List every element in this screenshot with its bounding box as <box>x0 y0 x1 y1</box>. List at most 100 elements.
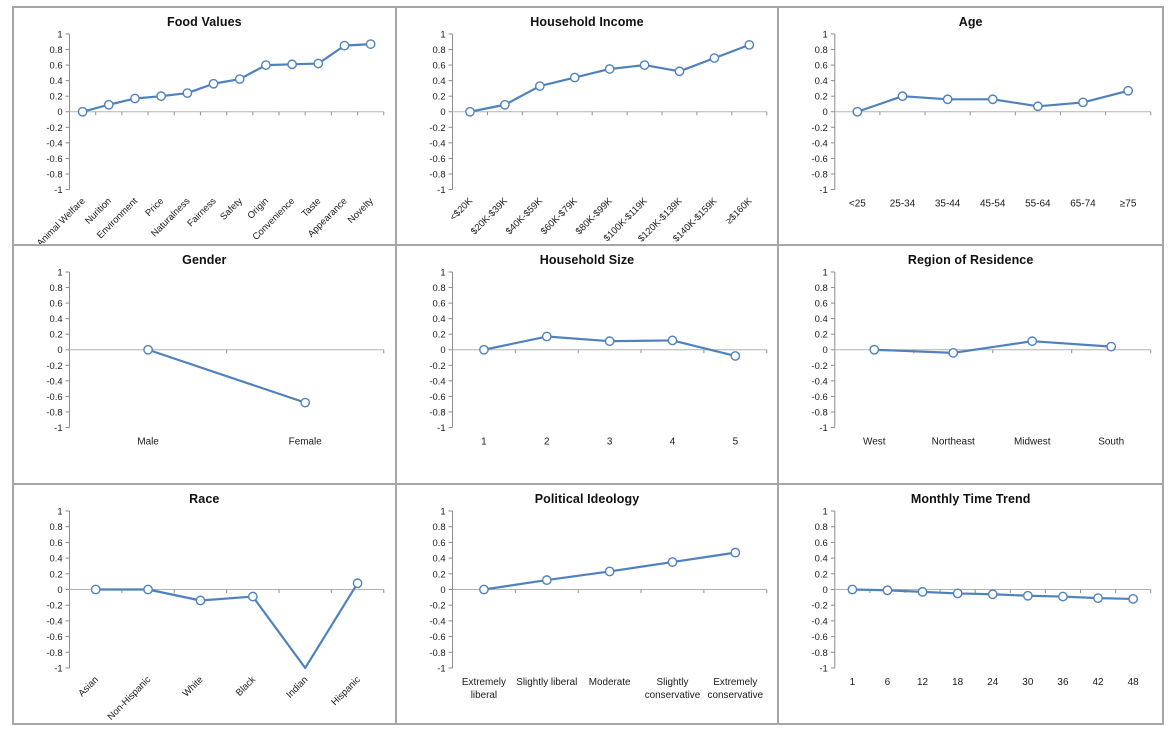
x-category-label: White <box>181 674 206 699</box>
y-tick-label: 0.2 <box>815 330 828 341</box>
monthly-time-trend-plot: 1 0.8 0.6 0.4 0.2 0 -0.2 -0.4 -0.6 -0.8 -1 1 6 12 18 24… <box>812 508 1152 688</box>
y-tick-label: 0.2 <box>815 569 828 580</box>
data-point-marker <box>948 348 959 359</box>
data-point-marker <box>744 39 754 50</box>
x-category-label: Fairness <box>185 196 218 230</box>
y-tick-label: -0.8 <box>46 647 62 658</box>
y-tick-label: 1 <box>57 31 62 40</box>
y-tick-label: -0.2 <box>429 123 445 134</box>
y-tick-label: 0.6 <box>49 61 62 72</box>
data-point-marker <box>639 60 650 70</box>
y-tick-label: 0 <box>57 107 62 118</box>
y-tick-label: 0.6 <box>815 538 828 549</box>
y-tick-label: 0 <box>440 107 445 118</box>
data-point-marker <box>195 595 206 606</box>
y-tick-label: -0.6 <box>429 392 445 403</box>
x-category-label: <$20K <box>448 195 476 223</box>
x-category-label: Hispanic <box>329 674 362 708</box>
data-point-marker <box>1123 85 1134 96</box>
x-category-label: Male <box>137 437 159 448</box>
y-tick-label: 1 <box>823 31 828 40</box>
y-tick-label: -0.4 <box>46 616 62 627</box>
data-point-marker <box>1093 592 1104 603</box>
y-tick-label: -0.8 <box>46 169 62 180</box>
x-category-label: Moderate <box>588 677 630 688</box>
y-tick-label: -0.8 <box>812 408 828 419</box>
y-tick-label: 0.6 <box>815 299 828 310</box>
household-income-plot: 10.80.60.40.20-0.2-0.4-0.6-0.8-1<$20K$20… <box>429 31 767 244</box>
political-ideology-plot: 1 0.8 0.6 0.4 0.2 0 -0.2 -0.4 -0.6 -0.8 -1 Extremel… <box>429 508 767 701</box>
x-category-label: 4 <box>669 437 675 448</box>
x-category-label: Extremely liberal <box>462 677 506 701</box>
data-point-marker <box>90 584 101 595</box>
x-category-label: ≥$160K <box>723 195 754 226</box>
chart-title: Race <box>189 491 220 506</box>
y-tick-label: -0.8 <box>429 169 445 180</box>
x-category-label: Midwest <box>1014 437 1051 448</box>
series-line <box>146 348 307 405</box>
data-point-marker <box>182 88 193 98</box>
y-tick-label: 0.8 <box>49 283 62 294</box>
y-tick-label: 0.2 <box>432 330 445 341</box>
x-category-label: 6 <box>885 677 891 688</box>
x-category-label: Asian <box>76 674 100 699</box>
data-point-marker <box>313 58 324 69</box>
y-tick-label: 0.6 <box>432 61 445 72</box>
y-tick-label: -0.2 <box>429 361 445 372</box>
y-tick-label: -1 <box>437 423 445 434</box>
y-tick-label: -0.6 <box>429 632 445 643</box>
y-tick-label: -1 <box>437 663 445 674</box>
x-category-label: South <box>1099 437 1125 448</box>
y-tick-label: -0.8 <box>429 408 445 419</box>
y-tick-label: 0.2 <box>815 92 828 103</box>
x-category-label: Safety <box>218 196 245 223</box>
data-point-marker <box>604 566 615 577</box>
y-tick-label: 0.4 <box>815 553 828 564</box>
x-category-label: Extremely conservative <box>707 677 763 701</box>
region-of-residence-plot: 1 0.8 0.6 0.4 0.2 0 -0.2 -0.4 -0.6 -0.8 -1 West Nort… <box>812 269 1152 448</box>
data-point-marker <box>247 591 258 602</box>
y-tick-label: 0.4 <box>49 76 62 87</box>
y-tick-label: 1 <box>440 508 445 518</box>
data-point-marker <box>464 106 475 117</box>
y-tick-label: -0.4 <box>812 616 828 627</box>
x-category-label: Female <box>289 437 323 448</box>
y-tick-label: -0.6 <box>812 154 828 165</box>
data-point-marker <box>234 74 245 84</box>
y-tick-label: 0.8 <box>432 283 445 294</box>
y-tick-label: -0.4 <box>429 616 445 627</box>
x-category-label: <25 <box>849 198 866 209</box>
y-tick-label: 0 <box>823 346 828 357</box>
y-tick-label: -0.2 <box>812 600 828 611</box>
data-point-marker <box>1078 97 1089 108</box>
y-tick-label: 0.6 <box>49 299 62 310</box>
data-point-marker <box>534 81 545 91</box>
y-tick-label: -0.4 <box>812 138 828 149</box>
y-tick-label: 0.2 <box>432 569 445 580</box>
x-category-label: Slightly conservative <box>644 677 700 701</box>
x-category-label: 48 <box>1128 677 1140 688</box>
y-tick-label: -0.6 <box>46 392 62 403</box>
x-category-label: 55-64 <box>1025 198 1051 209</box>
data-point-marker <box>852 106 863 117</box>
data-point-marker <box>339 40 350 51</box>
x-category-label: 25-34 <box>890 198 916 209</box>
y-tick-label: -1 <box>820 185 828 196</box>
y-tick-label: 1 <box>440 31 445 40</box>
y-tick-label: 0.8 <box>432 522 445 533</box>
y-tick-label: -0.4 <box>429 377 445 388</box>
y-tick-label: -0.8 <box>812 647 828 658</box>
y-tick-label: 0.8 <box>432 45 445 56</box>
data-point-marker <box>478 345 489 355</box>
y-tick-label: 0.2 <box>50 569 63 580</box>
y-tick-label: 0.2 <box>432 92 445 103</box>
y-tick-label: 1 <box>57 269 62 278</box>
series-line <box>81 43 372 113</box>
data-point-marker <box>917 586 928 597</box>
y-tick-label: -0.8 <box>46 408 62 419</box>
race-plot: 1 0.8 0.6 0.4 0.2 0 -0.2 -0.4 -0.6 -0.8 -1 Asian Non… <box>46 508 385 722</box>
y-tick-label: -0.6 <box>46 154 62 165</box>
data-point-marker <box>156 91 167 102</box>
y-tick-label: -0.2 <box>812 361 828 372</box>
